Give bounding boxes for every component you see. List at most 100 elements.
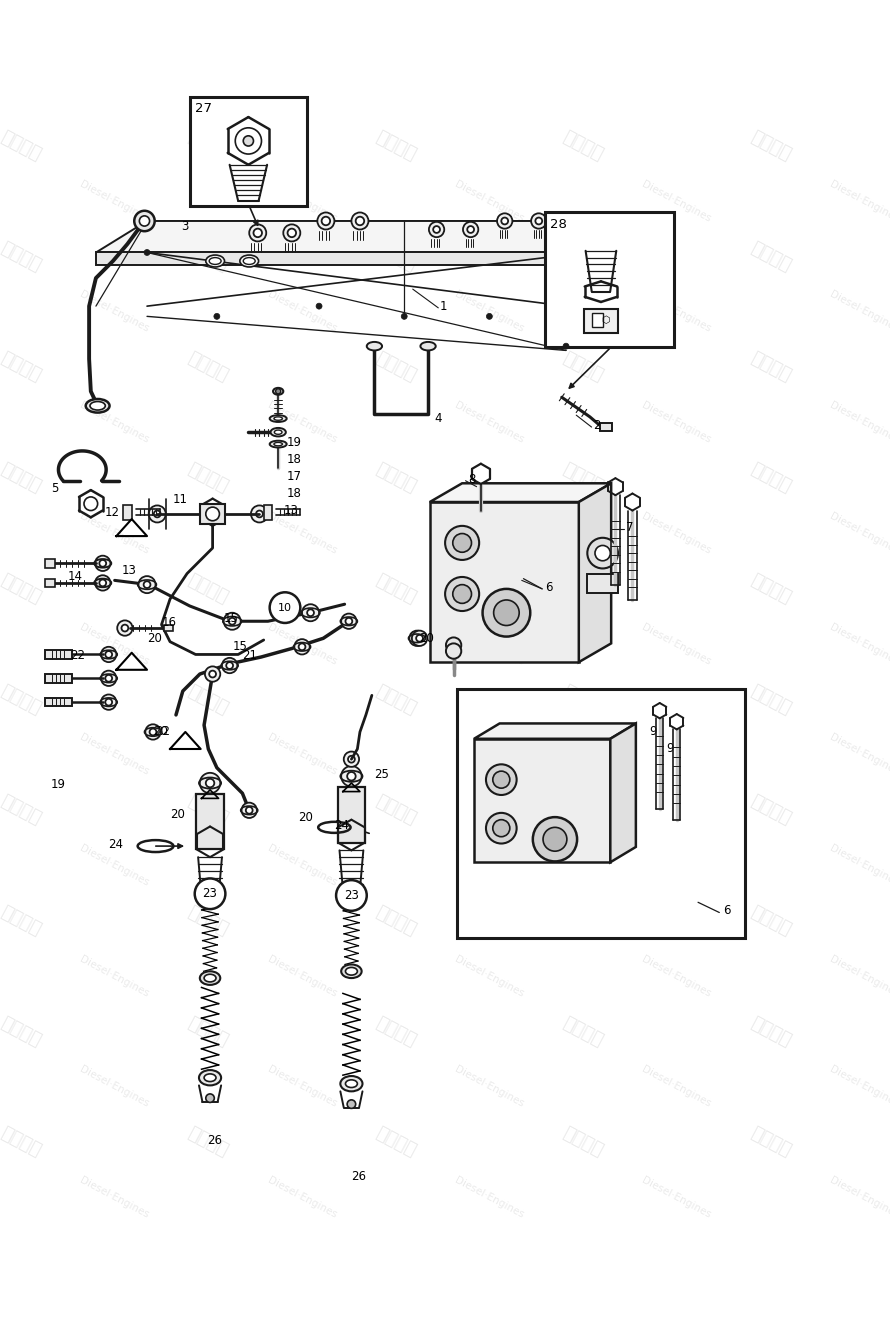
Text: Diesel·Engines: Diesel·Engines [266, 400, 338, 445]
Text: Diesel·Engines: Diesel·Engines [641, 511, 713, 556]
Text: 紫发动力: 紫发动力 [560, 238, 606, 275]
Circle shape [536, 217, 542, 224]
Text: 9: 9 [650, 726, 657, 739]
Text: 9: 9 [667, 743, 674, 756]
Ellipse shape [204, 1073, 216, 1081]
Circle shape [347, 1100, 356, 1109]
Bar [593, 313, 603, 327]
Text: 紫发动力: 紫发动力 [373, 570, 419, 607]
Circle shape [226, 662, 233, 669]
Text: 25: 25 [375, 768, 389, 781]
Text: 20: 20 [147, 632, 162, 645]
Text: Diesel·Engines: Diesel·Engines [78, 511, 151, 556]
Text: 紫发动力: 紫发动力 [185, 1125, 231, 1160]
Text: 紫发动力: 紫发动力 [748, 460, 794, 497]
Polygon shape [430, 483, 611, 502]
Circle shape [287, 229, 296, 237]
Text: 22: 22 [70, 649, 85, 662]
Text: 紫发动力: 紫发动力 [185, 1014, 231, 1050]
Text: 1: 1 [440, 300, 448, 312]
Text: Diesel·Engines: Diesel·Engines [641, 1064, 713, 1109]
Text: 紫发动力: 紫发动力 [185, 128, 231, 165]
Circle shape [563, 344, 569, 349]
Text: 紫发动力: 紫发动力 [373, 238, 419, 275]
Text: Diesel·Engines: Diesel·Engines [641, 843, 713, 888]
Text: Diesel·Engines: Diesel·Engines [453, 1175, 526, 1221]
Text: Diesel·Engines: Diesel·Engines [641, 179, 713, 224]
Text: Diesel·Engines: Diesel·Engines [828, 954, 890, 998]
Text: Diesel·Engines: Diesel·Engines [78, 400, 151, 445]
Circle shape [429, 221, 444, 237]
Polygon shape [578, 483, 611, 662]
Text: 紫发动力: 紫发动力 [748, 903, 794, 939]
Bar [44, 651, 72, 658]
Text: 紫发动力: 紫发动力 [0, 460, 44, 497]
Text: 紫发动力: 紫发动力 [0, 903, 44, 939]
Text: 紫发动力: 紫发动力 [748, 570, 794, 607]
Text: Diesel·Engines: Diesel·Engines [266, 954, 338, 998]
Text: Diesel·Engines: Diesel·Engines [78, 1175, 151, 1221]
Ellipse shape [206, 255, 224, 267]
Circle shape [533, 817, 577, 861]
Text: Diesel·Engines: Diesel·Engines [641, 290, 713, 335]
Text: 20: 20 [170, 809, 185, 820]
Text: 紫发动力: 紫发动力 [560, 349, 606, 386]
Text: Diesel·Engines: Diesel·Engines [453, 622, 526, 666]
Circle shape [446, 637, 461, 653]
Text: Diesel·Engines: Diesel·Engines [641, 622, 713, 666]
Circle shape [150, 728, 157, 735]
Text: 15: 15 [232, 640, 247, 653]
Circle shape [467, 227, 474, 233]
Circle shape [117, 620, 133, 636]
Ellipse shape [340, 1076, 362, 1092]
Circle shape [134, 211, 155, 232]
Circle shape [345, 618, 352, 624]
Bar [44, 698, 72, 706]
Ellipse shape [274, 443, 282, 446]
Circle shape [105, 699, 112, 706]
Text: 紫发动力: 紫发动力 [0, 1125, 44, 1160]
Circle shape [101, 647, 117, 662]
Text: 紫发动力: 紫发动力 [748, 1014, 794, 1050]
Circle shape [139, 576, 156, 593]
Circle shape [140, 216, 150, 227]
Circle shape [206, 507, 220, 520]
Circle shape [482, 589, 530, 636]
Text: Diesel·Engines: Diesel·Engines [266, 622, 338, 666]
Ellipse shape [243, 258, 255, 265]
Text: 紫发动力: 紫发动力 [373, 349, 419, 386]
Circle shape [453, 585, 472, 603]
Circle shape [433, 227, 440, 233]
Text: 13: 13 [283, 504, 298, 518]
Text: 紫发动力: 紫发动力 [185, 903, 231, 939]
Circle shape [214, 313, 220, 319]
Text: 15: 15 [223, 612, 239, 626]
Text: 紫发动力: 紫发动力 [0, 682, 44, 718]
Text: 8: 8 [468, 473, 475, 486]
Circle shape [251, 506, 268, 523]
Text: 紫发动力: 紫发动力 [185, 238, 231, 275]
Text: 紫发动力: 紫发动力 [560, 1125, 606, 1160]
Circle shape [243, 136, 254, 146]
Circle shape [145, 724, 161, 740]
Text: Diesel·Engines: Diesel·Engines [78, 1064, 151, 1109]
Text: Diesel·Engines: Diesel·Engines [828, 511, 890, 556]
Circle shape [246, 807, 253, 814]
Circle shape [486, 813, 516, 843]
Circle shape [143, 581, 150, 587]
Bar [584, 308, 618, 333]
Polygon shape [611, 723, 635, 863]
Circle shape [321, 217, 330, 225]
Text: 19: 19 [287, 436, 302, 449]
Ellipse shape [345, 1080, 358, 1088]
Circle shape [206, 1094, 214, 1102]
Circle shape [283, 224, 300, 241]
Text: 20: 20 [153, 726, 168, 739]
Circle shape [487, 313, 492, 319]
Circle shape [144, 249, 150, 255]
Circle shape [417, 635, 423, 641]
Text: Diesel·Engines: Diesel·Engines [641, 732, 713, 777]
Circle shape [414, 635, 420, 641]
Text: 11: 11 [173, 493, 188, 506]
Bar [600, 423, 612, 432]
